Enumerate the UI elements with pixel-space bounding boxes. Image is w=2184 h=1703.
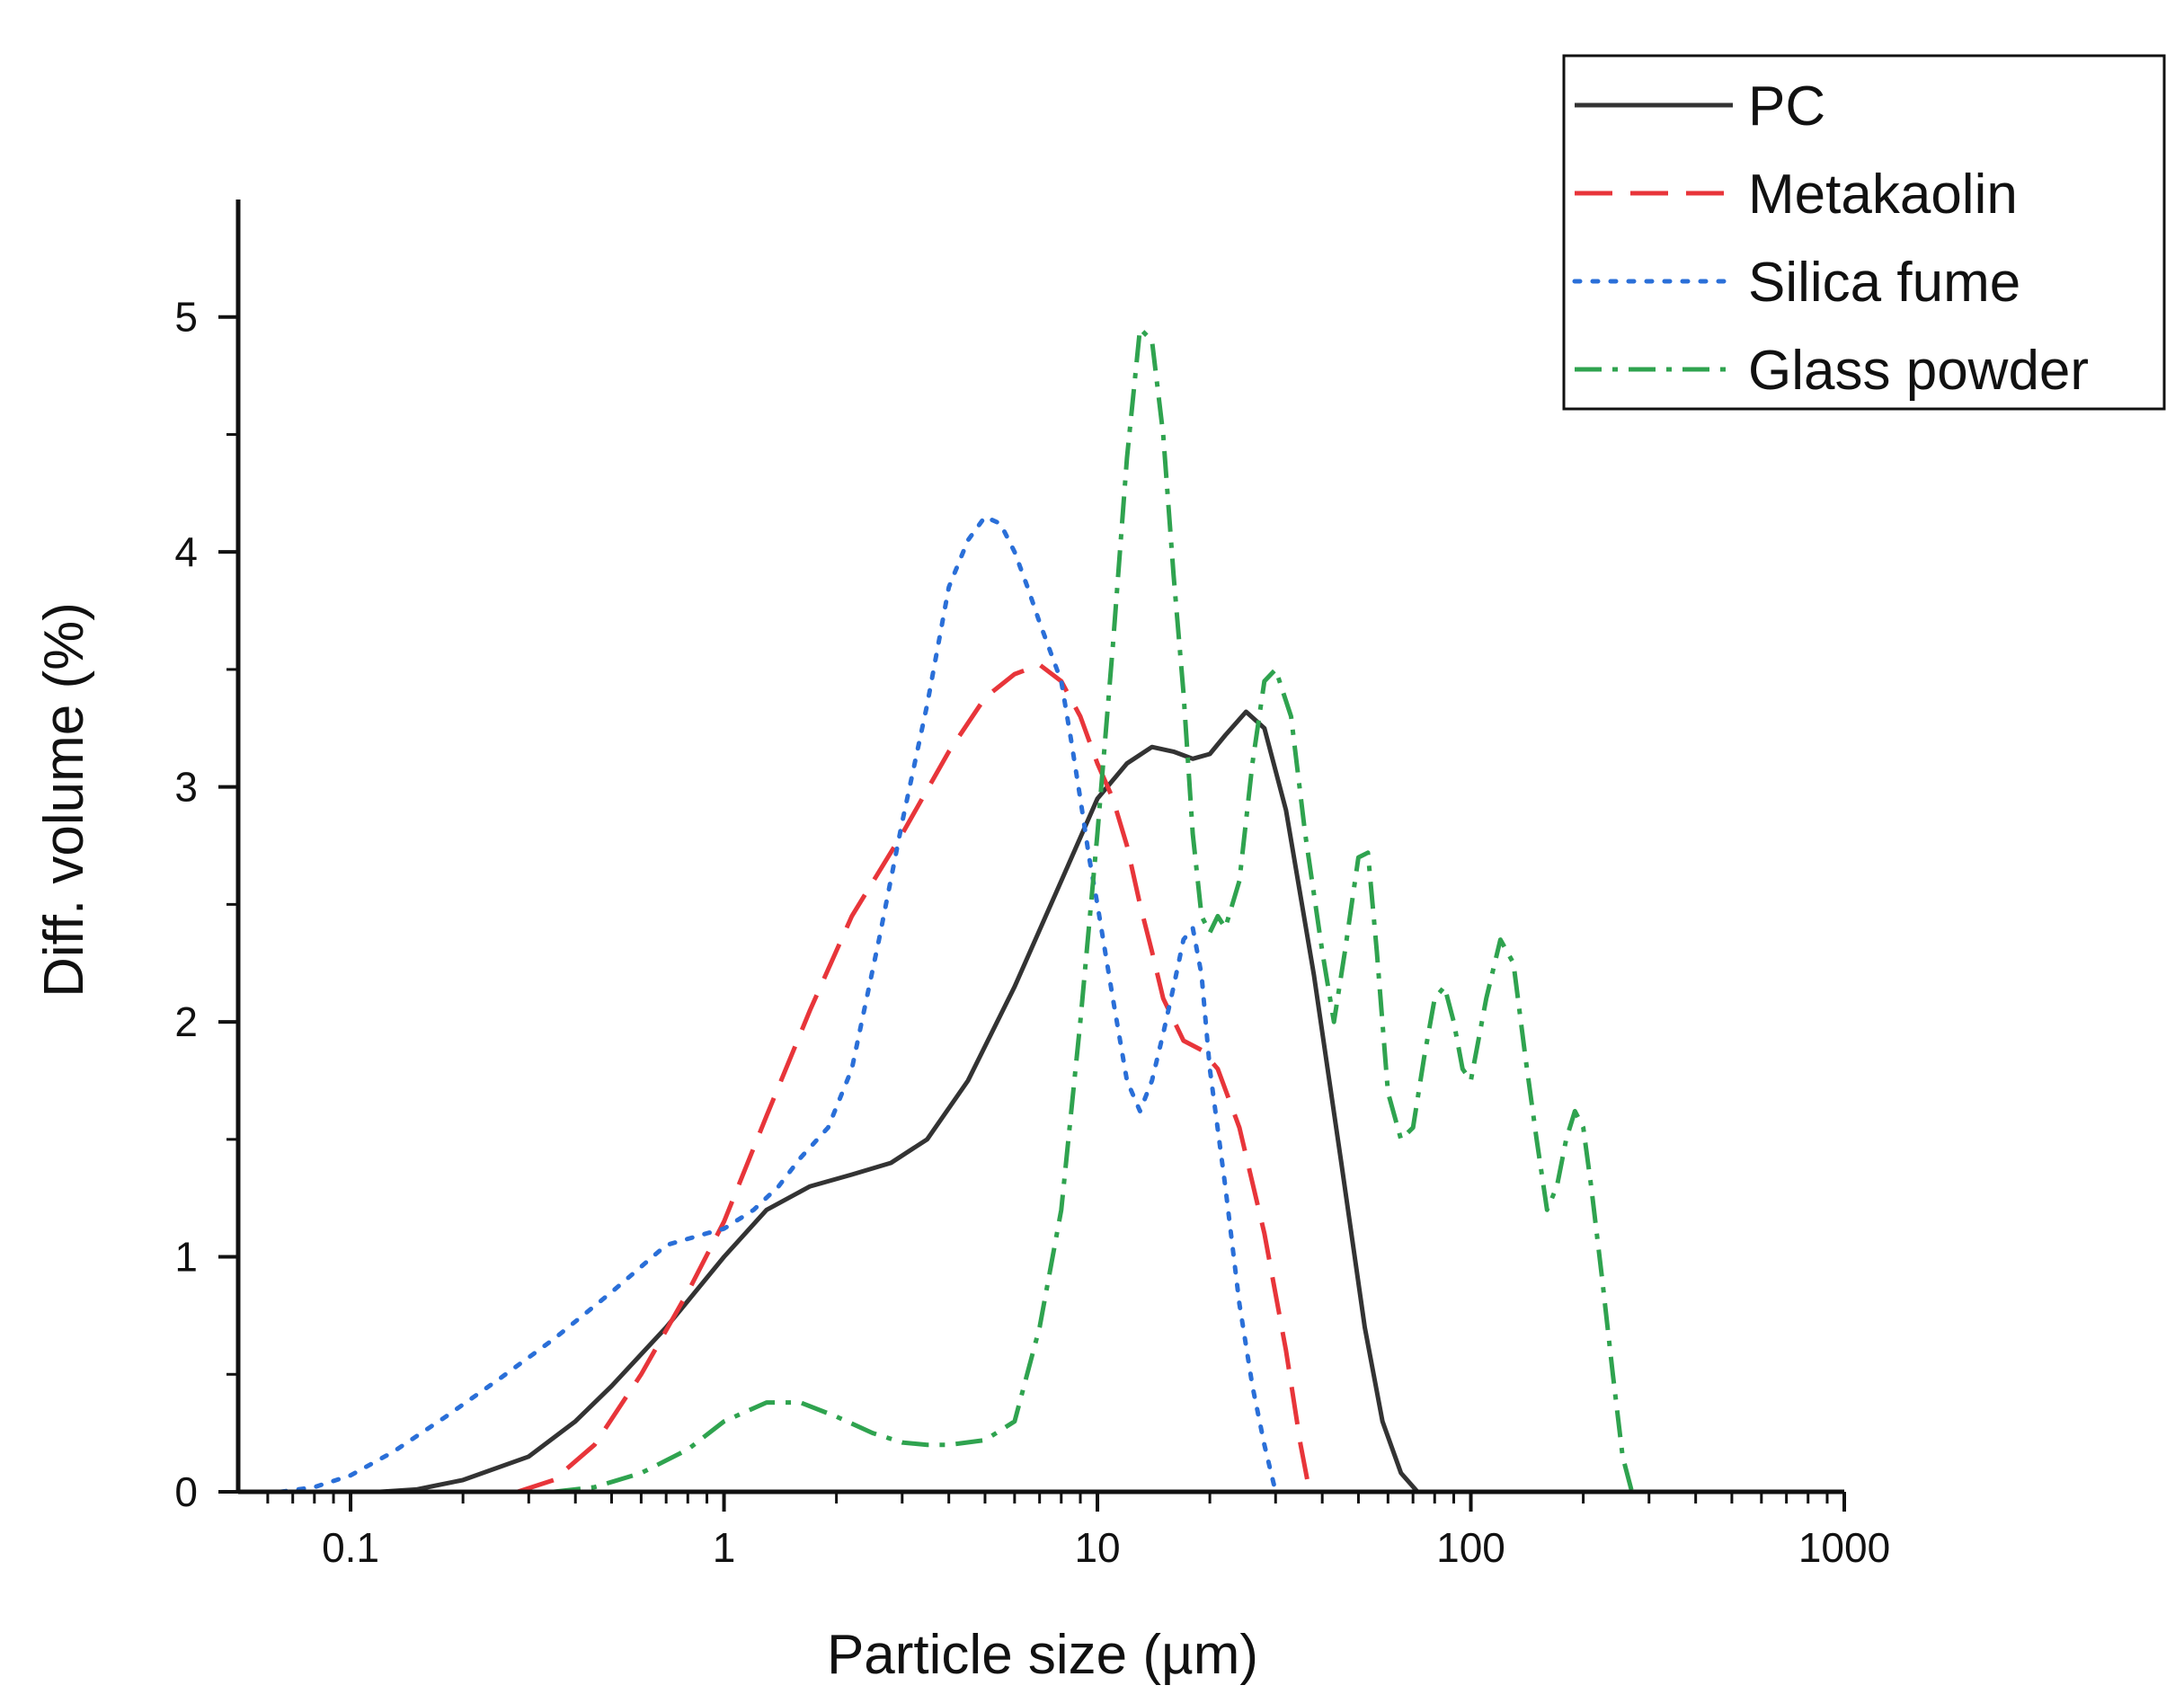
x-tick-label: 10 bbox=[1074, 1524, 1120, 1571]
y-axis-title: Diff. volume (%) bbox=[33, 602, 95, 998]
series-line-metakaolin bbox=[517, 662, 1312, 1495]
y-tick-label: 2 bbox=[174, 998, 198, 1045]
y-tick-label: 1 bbox=[174, 1234, 198, 1281]
y-tick-label: 0 bbox=[174, 1468, 198, 1515]
series-line-pc bbox=[379, 709, 1420, 1495]
legend-label-silica-fume: Silica fume bbox=[1748, 252, 2020, 314]
x-tick-label: 0.1 bbox=[322, 1524, 379, 1571]
legend-label-glass-powder: Glass powder bbox=[1748, 340, 2089, 402]
series-line-glass-powder bbox=[553, 326, 1635, 1495]
legend: PC Metakaolin Silica fume Glass powder bbox=[1562, 54, 2166, 411]
legend-label-pc: PC bbox=[1748, 75, 1825, 137]
y-tick-label: 5 bbox=[174, 294, 198, 341]
x-tick-label: 1 bbox=[713, 1524, 736, 1571]
x-tick-label: 100 bbox=[1436, 1524, 1505, 1571]
y-tick-label: 4 bbox=[174, 528, 198, 575]
axes-layer: 0.1 1 10 100 1000 0 1 2 3 4 5 bbox=[174, 200, 1890, 1571]
series-layer bbox=[278, 326, 1635, 1495]
x-tick-label: 1000 bbox=[1798, 1524, 1890, 1571]
x-axis-title: Particle size (µm) bbox=[827, 1624, 1258, 1686]
series-line-silica-fume bbox=[278, 514, 1278, 1495]
legend-label-metakaolin: Metakaolin bbox=[1748, 164, 2018, 226]
legend-box bbox=[1562, 54, 2166, 411]
y-tick-label: 3 bbox=[174, 764, 198, 811]
